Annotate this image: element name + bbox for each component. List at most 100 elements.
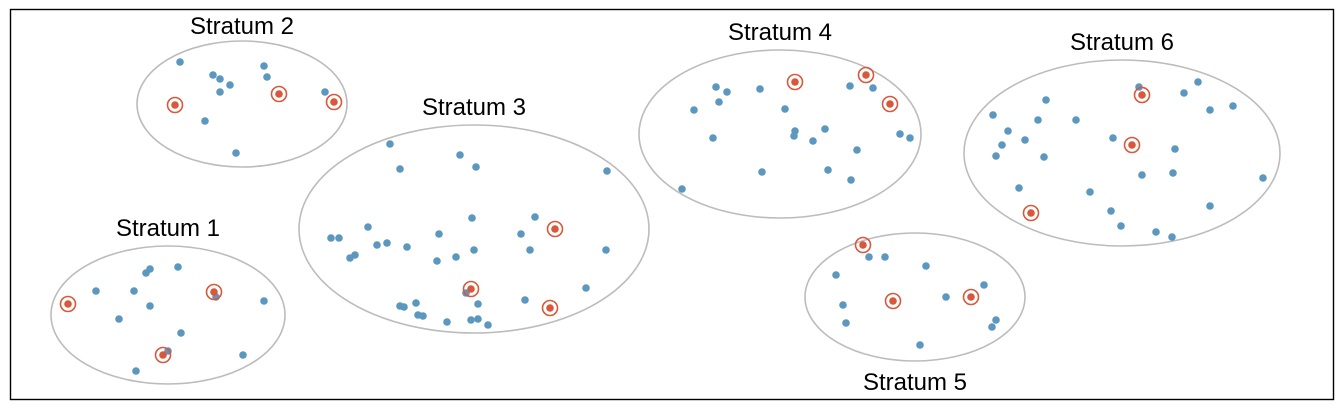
stratum-6-point <box>1034 116 1042 124</box>
stratum-6-point <box>1206 202 1214 210</box>
stratum-4-selected-point <box>886 100 894 108</box>
stratum-3-point <box>443 318 451 326</box>
stratum-3-point <box>335 234 343 242</box>
stratum-3-point <box>467 316 475 324</box>
stratum-3-point <box>412 299 420 307</box>
stratum-6-ellipse <box>963 59 1281 247</box>
stratum-3-point <box>484 321 492 329</box>
stratum-4-point <box>723 88 731 96</box>
stratum-4-selected-point <box>791 78 799 86</box>
stratum-6-selected-ring <box>1123 136 1141 154</box>
stratum-6-point <box>1040 153 1048 161</box>
stratum-2-selected-point <box>275 90 283 98</box>
stratum-3-selected-point <box>546 304 554 312</box>
stratum-3-selected-ring <box>462 280 480 298</box>
stratum-6-point <box>998 141 1006 149</box>
stratum-1-point <box>260 297 268 305</box>
stratum-2-point <box>263 73 271 81</box>
stratum-1-point <box>92 287 100 295</box>
stratum-5-selected-ring <box>884 292 902 310</box>
stratum-6-point <box>989 111 997 119</box>
stratum-6-point <box>1042 96 1050 104</box>
stratum-4: Stratum 4 <box>638 19 922 219</box>
stratum-3-point <box>521 296 529 304</box>
stratum-5-selected-point <box>967 293 975 301</box>
stratum-2-point <box>260 62 268 70</box>
stratum-6-point <box>1229 102 1237 110</box>
stratum-4-point <box>756 85 764 93</box>
stratum-5-point <box>980 281 988 289</box>
stratum-2-selected-point <box>171 101 179 109</box>
stratum-3-point <box>531 213 539 221</box>
stratum-4-selected-point <box>862 71 870 79</box>
stratum-4-point <box>781 105 789 113</box>
stratum-6-point <box>1168 233 1176 241</box>
stratum-5-point <box>865 253 873 261</box>
stratum-3-point <box>346 254 354 262</box>
stratum-3-point <box>456 151 464 159</box>
stratum-6-point <box>1152 228 1160 236</box>
stratum-2-ellipse <box>136 40 348 168</box>
stratum-4-point <box>821 125 829 133</box>
stratum-6: Stratum 6 <box>963 29 1281 247</box>
stratum-6-selected-ring <box>1133 86 1151 104</box>
stratum-3-point <box>474 315 482 323</box>
stratum-3-point <box>517 230 525 238</box>
stratum-5-label: Stratum 5 <box>863 369 967 396</box>
stratum-1-selected-point <box>159 351 167 359</box>
stratum-3-point <box>419 312 427 320</box>
stratum-5-ellipse <box>804 232 1026 362</box>
stratum-5-selected-ring <box>962 288 980 306</box>
stratum-1-selected-point <box>210 288 218 296</box>
stratum-3-selected-point <box>551 225 559 233</box>
stratum-2-point <box>321 88 329 96</box>
stratum-4-point <box>809 137 817 145</box>
stratum-3-point <box>582 284 590 292</box>
stratum-1-point <box>239 351 247 359</box>
stratum-3-point <box>470 246 478 254</box>
stratum-3-label: Stratum 3 <box>422 94 526 121</box>
stratum-5-point <box>922 262 930 270</box>
stratum-3-point <box>364 223 372 231</box>
stratum-5-point <box>942 293 950 301</box>
stratum-6-point <box>1138 171 1146 179</box>
stratum-6-point <box>1004 127 1012 135</box>
stratum-3-ellipse <box>298 124 650 334</box>
stratum-3-point <box>435 230 443 238</box>
stratum-6-point <box>1086 188 1094 196</box>
stratum-4-point <box>758 168 766 176</box>
stratum-6-point <box>1259 174 1267 182</box>
stratum-4-label: Stratum 4 <box>728 19 832 46</box>
stratum-6-point <box>1180 89 1188 97</box>
stratum-5-point <box>881 253 889 261</box>
stratum-5-point <box>839 301 847 309</box>
stratum-4-selected-ring <box>786 73 804 91</box>
stratum-5-point <box>988 323 996 331</box>
stratum-3-point <box>468 214 476 222</box>
stratum-4-point <box>790 132 798 140</box>
stratum-4-point <box>846 82 854 90</box>
stratum-4-point <box>847 176 855 184</box>
stratum-1-point <box>130 287 138 295</box>
stratum-6-point <box>1015 184 1023 192</box>
stratum-2-selected-point <box>330 98 338 106</box>
stratum-3-point <box>433 257 441 265</box>
stratum-4-selected-ring <box>857 66 875 84</box>
stratum-3-point <box>603 167 611 175</box>
stratum-2-point <box>226 81 234 89</box>
stratum-5-point <box>832 271 840 279</box>
stratum-2-point <box>176 58 184 66</box>
stratum-3-point <box>373 241 381 249</box>
stratum-4-point <box>678 185 686 193</box>
stratum-4-point <box>824 166 832 174</box>
stratum-2-selected-ring <box>270 85 288 103</box>
stratum-1: Stratum 1 <box>50 215 286 385</box>
stratum-6-point <box>1021 136 1029 144</box>
stratum-6-selected-ring <box>1022 204 1040 222</box>
stratum-1-point <box>115 315 123 323</box>
stratum-1-point <box>132 367 140 375</box>
stratum-2-point <box>209 71 217 79</box>
stratum-1-selected-ring <box>154 346 172 364</box>
stratum-5-selected-point <box>889 297 897 305</box>
